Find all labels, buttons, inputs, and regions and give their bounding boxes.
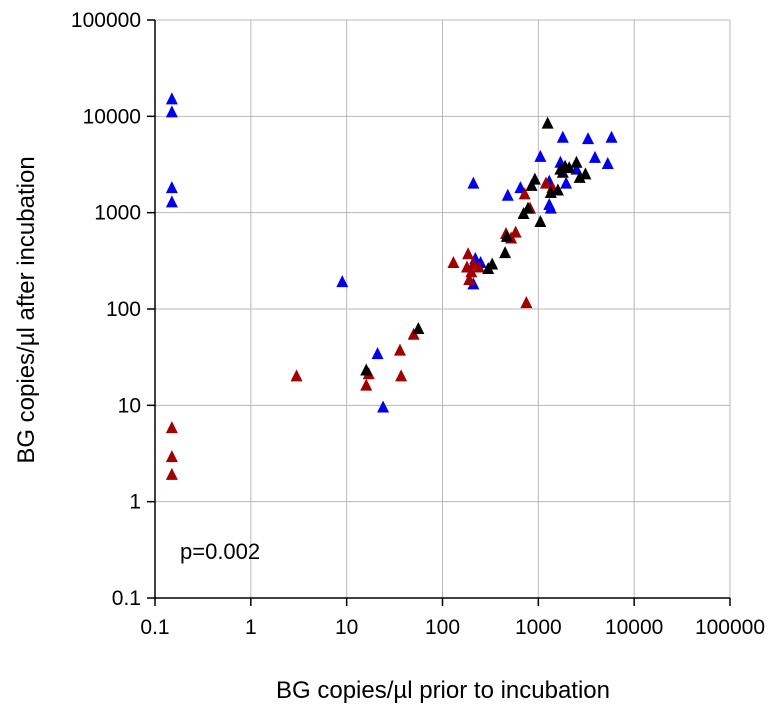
- x-tick-label: 10000: [605, 616, 663, 639]
- data-point-series-3: [529, 173, 541, 185]
- data-point-series-1: [502, 189, 514, 201]
- x-tick-label: 100000: [695, 616, 765, 639]
- data-point-series-1: [166, 105, 178, 117]
- data-point-series-1: [557, 131, 569, 143]
- data-point-series-2: [166, 468, 178, 480]
- data-point-series-1: [605, 131, 617, 143]
- data-point-series-1: [560, 177, 572, 189]
- data-point-series-2: [462, 247, 474, 259]
- data-point-series-1: [534, 150, 546, 162]
- x-tick-label: 1000: [515, 616, 562, 639]
- y-tick-label: 10: [118, 394, 141, 417]
- data-point-series-1: [166, 181, 178, 193]
- data-point-series-1: [589, 151, 601, 163]
- x-axis-title: BG copies/µl prior to incubation: [276, 677, 610, 704]
- data-point-series-1: [582, 132, 594, 144]
- data-point-series-2: [447, 256, 459, 268]
- data-point-series-2: [510, 226, 522, 238]
- y-axis-title: BG copies/µl after incubation: [13, 156, 40, 463]
- data-point-series-2: [395, 369, 407, 381]
- data-point-series-1: [166, 92, 178, 104]
- data-point-series-3: [499, 246, 511, 258]
- data-point-series-3: [542, 117, 554, 129]
- y-tick-label: 10000: [83, 105, 141, 128]
- grid-lines: [155, 20, 730, 598]
- x-tick-label: 10: [335, 616, 358, 639]
- data-point-series-1: [377, 400, 389, 412]
- y-tick-label: 100: [106, 298, 141, 321]
- data-point-series-2: [291, 369, 303, 381]
- data-point-series-1: [166, 195, 178, 207]
- axes: [147, 20, 730, 606]
- data-point-series-2: [166, 421, 178, 433]
- y-tick-label: 1: [129, 491, 141, 514]
- data-point-series-3: [570, 156, 582, 168]
- data-point-series-3: [412, 322, 424, 334]
- x-tick-label: 100: [425, 616, 460, 639]
- data-point-series-3: [360, 363, 372, 375]
- y-tick-label: 100000: [71, 9, 141, 32]
- data-points: [166, 92, 618, 479]
- data-point-series-2: [360, 379, 372, 391]
- data-point-series-1: [372, 347, 384, 359]
- data-point-series-1: [602, 157, 614, 169]
- data-point-series-3: [534, 215, 546, 227]
- data-point-series-2: [520, 296, 532, 308]
- data-point-series-1: [467, 177, 479, 189]
- data-point-series-2: [166, 450, 178, 462]
- x-tick-label: 0.1: [140, 616, 169, 639]
- y-tick-label: 0.1: [112, 587, 141, 610]
- y-tick-label: 1000: [94, 202, 141, 225]
- p-value-annotation: p=0.002: [180, 539, 260, 564]
- x-tick-label: 1: [245, 616, 257, 639]
- data-point-series-2: [394, 344, 406, 356]
